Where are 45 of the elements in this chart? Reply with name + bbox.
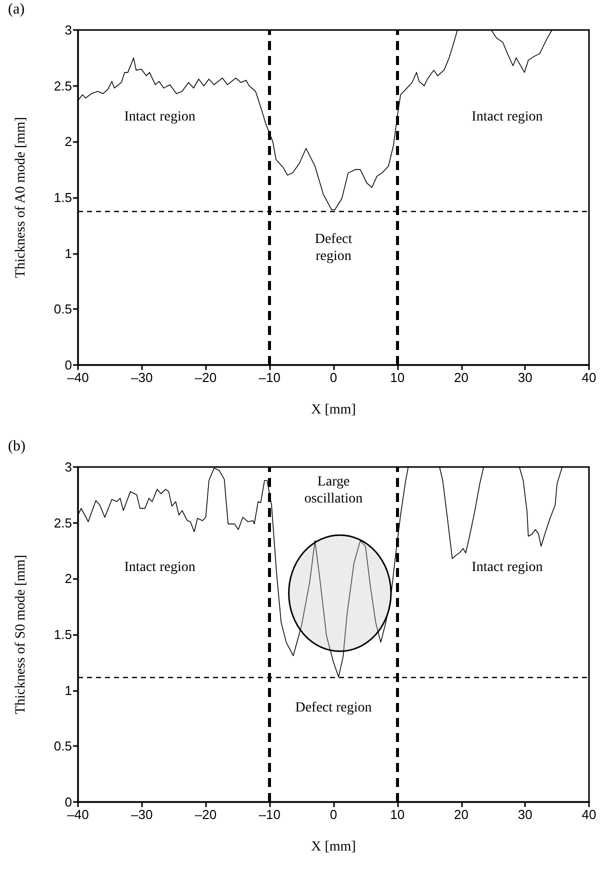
y-axis-title: Thickness of A0 mode [mm] [14, 117, 28, 278]
y-tick-label: 1 [64, 682, 72, 698]
annotation: Large oscillation [304, 474, 363, 506]
x-tick-label: –40 [67, 807, 89, 822]
x-axis-title: X [mm] [311, 840, 356, 854]
annotation: Intact region [472, 560, 543, 575]
x-tick-label: –20 [194, 370, 217, 385]
y-tick-label: 3 [64, 22, 72, 38]
annotation: Intact region [472, 110, 543, 125]
chart-title: (b) [8, 438, 26, 454]
x-tick-label: –10 [258, 370, 280, 385]
y-tick-label: 3 [64, 460, 72, 474]
x-tick-label: 30 [518, 370, 532, 385]
y-tick-label: 1 [64, 246, 72, 261]
x-axis-title: X [mm] [311, 402, 356, 418]
y-tick-label: 0.5 [54, 738, 72, 754]
y-tick-label: 2 [64, 571, 72, 586]
x-tick-label: 40 [582, 807, 596, 822]
x-tick-label: 30 [518, 807, 532, 822]
y-tick-label: 1.5 [54, 627, 72, 642]
y-tick-label: 0.5 [54, 302, 72, 317]
x-tick-label: 40 [582, 370, 596, 385]
y-tick-label: 0 [64, 794, 72, 810]
annotation: Intact region [124, 110, 196, 125]
annotation: Defect region [314, 232, 352, 264]
x-tick-label: –20 [194, 807, 217, 822]
y-tick-label: 1.5 [54, 190, 72, 205]
x-tick-label: 0 [330, 807, 338, 822]
annotation: Intact region [124, 560, 196, 575]
x-tick-label: –30 [131, 370, 153, 385]
x-tick-label: –10 [258, 807, 280, 822]
x-tick-label: 10 [390, 370, 405, 385]
chart-title: (a) [8, 2, 25, 18]
annotation: Defect region [295, 700, 372, 716]
x-tick-label: 0 [330, 370, 338, 385]
y-tick-label: 2.5 [54, 78, 72, 94]
x-tick-label: 20 [454, 807, 468, 822]
y-tick-label: 2 [64, 134, 72, 150]
y-axis-title: Thickness of S0 mode [mm] [14, 554, 28, 714]
y-tick-label: 0 [64, 358, 72, 372]
x-tick-label: 20 [454, 370, 468, 385]
x-tick-label: –40 [67, 370, 89, 385]
y-tick-label: 2.5 [54, 515, 72, 530]
x-tick-label: –30 [131, 807, 153, 822]
x-tick-label: 10 [390, 807, 405, 822]
